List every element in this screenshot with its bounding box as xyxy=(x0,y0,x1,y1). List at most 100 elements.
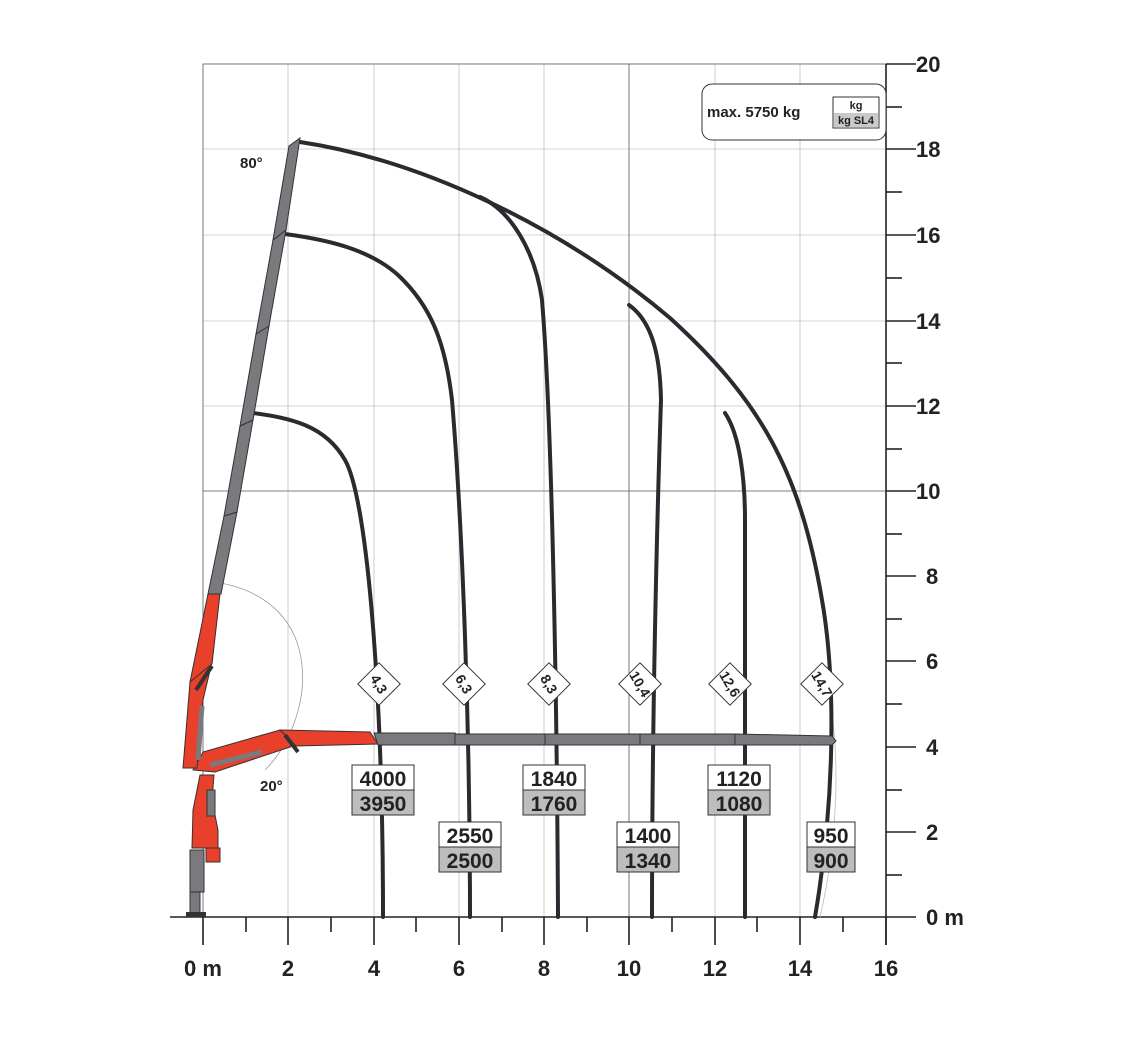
legend: max. 5750 kg kg kg SL4 xyxy=(701,83,887,141)
legend-unit-sl4-bg xyxy=(834,113,878,127)
load-box-bottom xyxy=(616,846,680,873)
x-tick-label: 4 xyxy=(368,956,381,981)
load-box-bottom xyxy=(707,789,771,816)
load-curve xyxy=(298,140,834,919)
x-tick-label: 14 xyxy=(788,956,813,981)
load-sl4: 2500 xyxy=(447,850,494,873)
angle-label-20: 20° xyxy=(260,778,283,795)
boom-20deg xyxy=(192,729,837,773)
load-curve xyxy=(723,411,748,919)
load-box-top xyxy=(522,764,586,791)
reach-diamond xyxy=(708,662,752,706)
load-box: 950 900 xyxy=(806,821,856,873)
load-box: 4000 3950 xyxy=(351,764,415,816)
y-tick-label: 6 xyxy=(926,649,938,674)
y-tick-label: 14 xyxy=(916,309,941,334)
load-sl4: 3950 xyxy=(360,793,407,816)
extension-1-20 xyxy=(373,732,461,746)
load-kg: 1840 xyxy=(531,768,578,791)
x-tick-label: 8 xyxy=(538,956,550,981)
extension-5-80 xyxy=(272,136,301,242)
x-axis-labels: 0 m 2 4 6 8 10 12 14 16 xyxy=(184,956,898,981)
y-tick-label: 8 xyxy=(926,564,938,589)
y-tick-label: 12 xyxy=(916,394,940,419)
load-sl4: 1080 xyxy=(716,793,763,816)
crane-base xyxy=(186,774,221,918)
y-tick-label: 16 xyxy=(916,223,940,248)
reach-marker: 8,3 xyxy=(527,662,571,706)
y-tick-label: 10 xyxy=(916,479,940,504)
load-curve xyxy=(251,411,385,919)
extension-2-80 xyxy=(223,419,254,517)
load-sl4: 1760 xyxy=(531,793,578,816)
load-box-bottom xyxy=(351,789,415,816)
boom-cylinder-20 xyxy=(209,749,263,768)
column-cylinder xyxy=(206,789,216,817)
reach-marker: 6,3 xyxy=(442,662,486,706)
reach-labels: 4,3 6,3 8,3 10,4 12,6 14,7 xyxy=(357,662,844,706)
load-boxes: 4000 3950 2550 2500 1840 1760 1400 1340 … xyxy=(351,764,856,873)
load-box-bottom xyxy=(438,846,502,873)
extension-5-20 xyxy=(734,733,837,746)
load-box: 1120 1080 xyxy=(707,764,771,816)
inner-boom-80 xyxy=(182,660,213,769)
y-axis-labels: 0 m 2 4 6 8 10 12 14 16 18 20 xyxy=(916,52,964,930)
load-curve xyxy=(478,195,560,919)
extension-2-20 xyxy=(454,733,551,746)
y-tick-label: 20 xyxy=(916,52,940,77)
load-box: 2550 2500 xyxy=(438,821,502,873)
legend-unit-kg: kg xyxy=(850,100,863,112)
boom-80deg xyxy=(182,136,301,769)
load-box-top xyxy=(438,821,502,848)
angle-label-80: 80° xyxy=(240,155,263,172)
reach-marker: 14,7 xyxy=(800,662,844,706)
reach-diamond xyxy=(618,662,662,706)
legend-max-load: max. 5750 kg xyxy=(707,104,800,121)
y-tick-label: 2 xyxy=(926,820,938,845)
load-sl4: 1340 xyxy=(625,850,672,873)
load-box-bottom xyxy=(522,789,586,816)
load-sl4: 900 xyxy=(813,850,848,873)
load-curve xyxy=(627,303,664,919)
link-80 xyxy=(194,664,214,692)
extension-4-80 xyxy=(255,228,287,336)
extension-1-80 xyxy=(207,511,238,595)
link-20 xyxy=(283,733,300,754)
extension-4-20 xyxy=(639,733,741,746)
reach-diamond xyxy=(357,662,401,706)
reach-marker: 10,4 xyxy=(618,662,662,706)
outer-boom-red-20 xyxy=(278,729,379,747)
x-tick-label: 16 xyxy=(874,956,898,981)
y-tick-label: 0 m xyxy=(926,905,964,930)
outer-boom-red-80 xyxy=(189,593,221,684)
slew-housing xyxy=(205,847,221,863)
base-plate xyxy=(186,912,206,917)
x-tick-label: 10 xyxy=(617,956,641,981)
extension-3-80 xyxy=(239,324,270,427)
load-kg: 4000 xyxy=(360,768,407,791)
y-tick-label: 18 xyxy=(916,137,940,162)
outrigger-leg xyxy=(189,849,205,893)
load-box: 1840 1760 xyxy=(522,764,586,816)
extension-3-20 xyxy=(544,733,646,746)
load-box-top xyxy=(707,764,771,791)
reach-marker: 12,6 xyxy=(708,662,752,706)
reach-marker: 4,3 xyxy=(357,662,401,706)
load-kg: 1400 xyxy=(625,825,672,848)
load-box-bottom xyxy=(806,846,856,873)
boom-cylinder-80 xyxy=(195,705,205,761)
load-kg: 1120 xyxy=(716,768,762,791)
x-tick-label: 12 xyxy=(703,956,727,981)
reach-diamond xyxy=(442,662,486,706)
reach-diamond xyxy=(800,662,844,706)
load-box: 1400 1340 xyxy=(616,821,680,873)
x-tick-label: 6 xyxy=(453,956,465,981)
x-tick-label: 0 m xyxy=(184,956,222,981)
axes xyxy=(170,63,916,945)
load-kg: 2550 xyxy=(447,825,494,848)
y-tick-label: 4 xyxy=(926,735,939,760)
x-tick-label: 2 xyxy=(282,956,294,981)
legend-unit-sl4: kg SL4 xyxy=(838,115,875,127)
